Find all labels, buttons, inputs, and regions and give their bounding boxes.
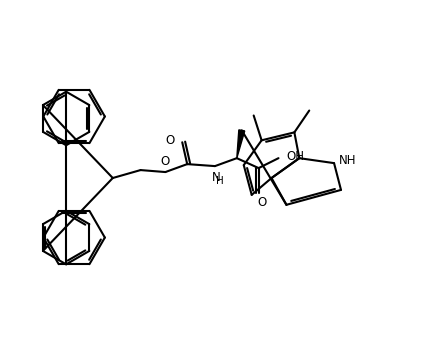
Text: OH: OH [286,150,305,163]
Text: O: O [161,155,170,168]
Text: H: H [216,176,224,186]
Polygon shape [237,130,245,158]
Text: N: N [212,171,220,184]
Text: NH: NH [339,154,357,166]
Text: O: O [257,196,266,209]
Text: O: O [165,134,174,147]
